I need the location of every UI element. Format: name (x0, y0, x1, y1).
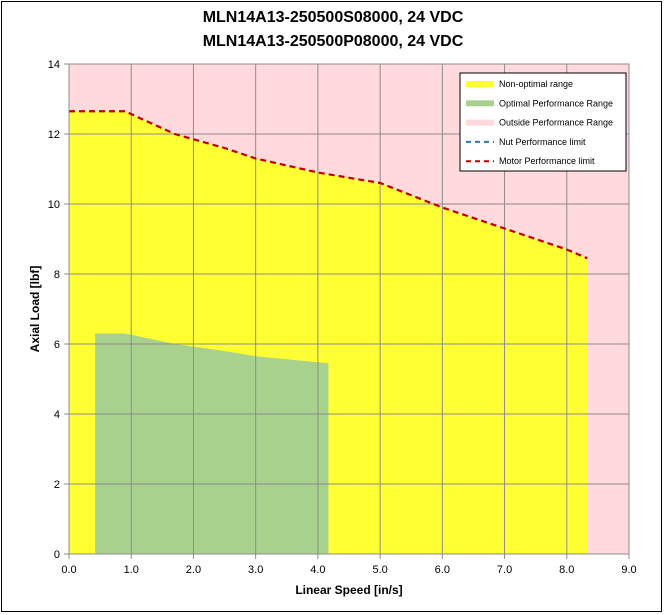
motor-performance-limit-line (69, 110, 588, 260)
y-tick-label: 0 (54, 549, 60, 561)
x-tick-label: 3.0 (248, 564, 263, 576)
y-tick-label: 10 (48, 199, 60, 211)
x-tick-label: 0.0 (61, 564, 76, 576)
y-axis-label: Axial Load [lbf] (28, 266, 42, 353)
x-axis-label: Linear Speed [in/s] (295, 583, 402, 597)
x-tick-label: 8.0 (559, 564, 574, 576)
legend-swatch (466, 100, 494, 107)
x-tick-label: 4.0 (310, 564, 325, 576)
plot-border (68, 63, 630, 555)
x-tick-label: 2.0 (186, 564, 201, 576)
legend-swatch (466, 119, 494, 126)
legend-label: Non-optimal range (499, 79, 573, 89)
optimal-performance-range-area (95, 333, 329, 554)
x-tick-label: 6.0 (435, 564, 450, 576)
legend-label: Outside Performance Range (499, 118, 613, 128)
y-tick-label: 14 (48, 59, 60, 71)
plot-area: 0.0 1.0 2.0 3.0 4.0 5.0 6.0 7.0 8.0 9.0 0 2 4 6 8 10 12 1… (48, 59, 637, 576)
legend-label: Motor Performance limit (499, 156, 595, 166)
y-tick-label: 6 (54, 339, 60, 351)
y-tick-label: 4 (54, 409, 60, 421)
legend-swatch (466, 81, 494, 87)
x-tick-label: 1.0 (124, 564, 139, 576)
legend-label: Optimal Performance Range (499, 98, 613, 108)
y-tick-label: 2 (54, 479, 60, 491)
chart-subtitle: MLN14A13-250500P08000, 24 VDC (203, 33, 464, 50)
x-tick-label: 5.0 (372, 564, 387, 576)
y-tick-label: 8 (54, 269, 60, 281)
legend: Non-optimal range Optimal Performance Ran… (459, 72, 627, 172)
x-tick-label: 9.0 (621, 564, 636, 576)
legend-label: Nut Performance limit (499, 137, 586, 147)
y-tick-label: 12 (48, 129, 60, 141)
x-tick-label: 7.0 (497, 564, 512, 576)
chart-title: MLN14A13-250500S08000, 24 VDC (203, 9, 464, 26)
